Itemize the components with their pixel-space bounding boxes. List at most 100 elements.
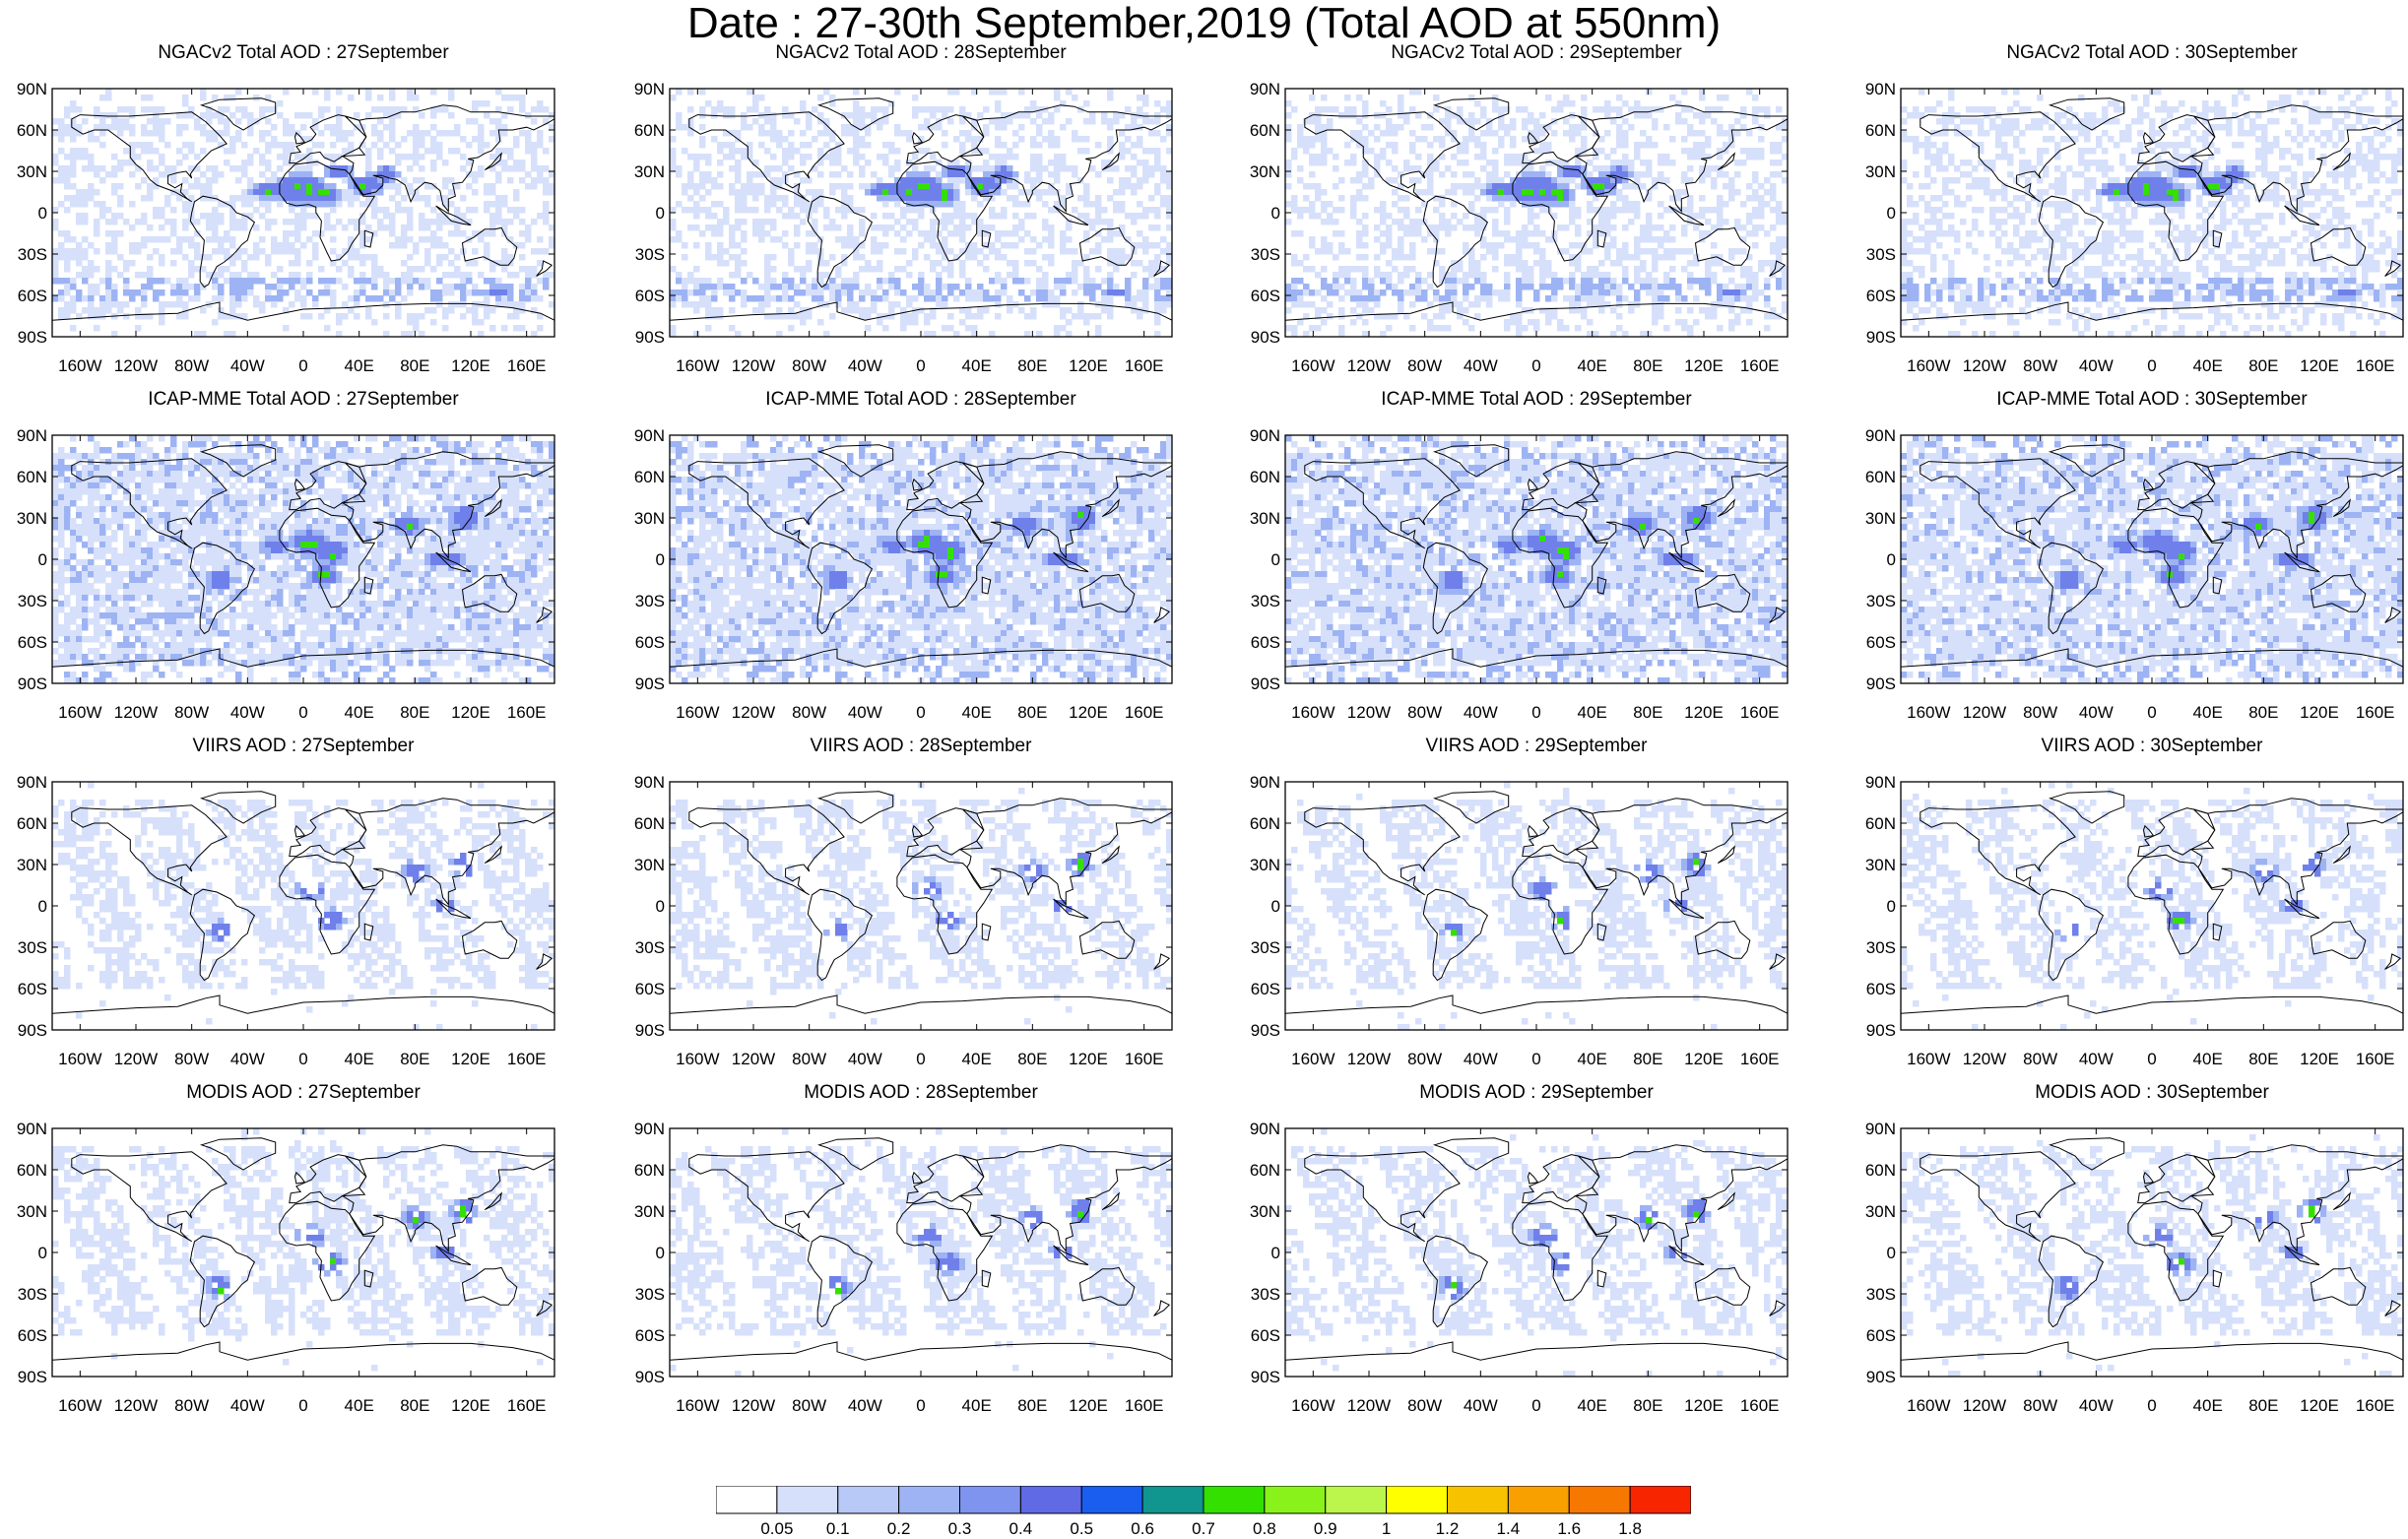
aod-cell (947, 266, 954, 273)
aod-cell (693, 242, 700, 249)
aod-cell (495, 160, 502, 166)
aod-cell (135, 165, 142, 172)
aod-cell (1587, 219, 1594, 225)
aod-cell (1575, 230, 1582, 237)
aod-cell (817, 195, 824, 202)
aod-cell (817, 171, 824, 178)
aod-cell (1368, 295, 1375, 302)
aod-cell (94, 201, 100, 208)
aod-cell (930, 331, 937, 337)
aod-cell (330, 301, 337, 308)
aod-cell (1030, 160, 1037, 166)
aod-cell (1427, 165, 1434, 172)
aod-cell (466, 171, 473, 178)
aod-cell (1693, 295, 1700, 302)
aod-cell (1687, 260, 1694, 267)
aod-cell (1616, 325, 1623, 332)
aod-cell (882, 160, 889, 166)
aod-cell (1492, 189, 1499, 196)
aod-cell (794, 230, 801, 237)
aod-cell (342, 224, 349, 231)
aod-cell (495, 118, 502, 125)
aod-cell (877, 295, 883, 302)
aod-cell (936, 301, 943, 308)
aod-cell (1740, 112, 1747, 119)
aod-cell (1142, 177, 1149, 184)
aod-cell (324, 307, 331, 314)
aod-cell (58, 313, 65, 320)
aod-cell (918, 177, 925, 184)
aod-cell (129, 171, 136, 178)
aod-cell (953, 295, 960, 302)
aod-cell (1166, 201, 1172, 208)
aod-cell (484, 295, 490, 302)
aod-cell (1498, 230, 1505, 237)
aod-cell (1315, 189, 1322, 196)
aod-cell (1154, 100, 1161, 107)
aod-cell (407, 89, 414, 96)
aod-cell (52, 130, 59, 137)
aod-cell (224, 95, 230, 101)
aod-cell (1539, 148, 1546, 155)
aod-cell (1669, 278, 1676, 285)
aod-cell (770, 183, 777, 190)
aod-cell (812, 224, 818, 231)
aod-cell (537, 313, 544, 320)
aod-cell (519, 266, 526, 273)
aod-cell (1409, 230, 1416, 237)
aod-cell (1646, 106, 1653, 113)
aod-cell (94, 136, 100, 143)
aod-cell (1457, 160, 1464, 166)
aod-cell (1616, 189, 1623, 196)
aod-cell (1386, 325, 1393, 332)
aod-cell (1386, 260, 1393, 267)
aod-cell (1504, 260, 1511, 267)
aod-cell (723, 284, 730, 290)
aod-cell (336, 189, 343, 196)
aod-cell (413, 189, 420, 196)
aod-cell (271, 295, 278, 302)
aod-cell (525, 183, 532, 190)
aod-cell (1083, 201, 1090, 208)
aod-cell (277, 195, 284, 202)
aod-cell (1327, 219, 1334, 225)
aod-cell (153, 118, 160, 125)
aod-cell (1746, 284, 1753, 290)
aod-cell (365, 189, 372, 196)
aod-cell (99, 177, 106, 184)
aod-cell (794, 213, 801, 220)
aod-cell (2155, 130, 2162, 137)
aod-cell (407, 284, 414, 290)
aod-cell (995, 295, 1002, 302)
aod-cell (1492, 106, 1499, 113)
aod-cell (1681, 325, 1688, 332)
aod-cell (159, 313, 165, 320)
aod-cell (817, 154, 824, 160)
aod-cell (135, 142, 142, 149)
aod-cell (460, 278, 467, 285)
aod-cell (1557, 100, 1564, 107)
aod-cell (735, 165, 742, 172)
aod-cell (1415, 224, 1422, 231)
aod-cell (1285, 183, 1292, 190)
aod-cell (1924, 142, 1931, 149)
aod-cell (965, 295, 972, 302)
aod-cell (717, 148, 724, 155)
aod-cell (1510, 142, 1517, 149)
aod-cell (105, 301, 112, 308)
aod-cell (277, 112, 284, 119)
aod-cell (70, 278, 77, 285)
aod-cell (942, 183, 948, 190)
aod-cell (2267, 100, 2274, 107)
aod-cell (1480, 154, 1487, 160)
aod-cell (1504, 160, 1511, 166)
aod-cell (782, 242, 789, 249)
aod-cell (94, 313, 100, 320)
aod-cell (1445, 224, 1452, 231)
aod-cell (971, 289, 978, 296)
aod-cell (294, 272, 301, 279)
aod-cell (1048, 236, 1055, 243)
aod-cell (105, 124, 112, 131)
aod-cell (729, 325, 736, 332)
aod-cell (853, 272, 860, 279)
